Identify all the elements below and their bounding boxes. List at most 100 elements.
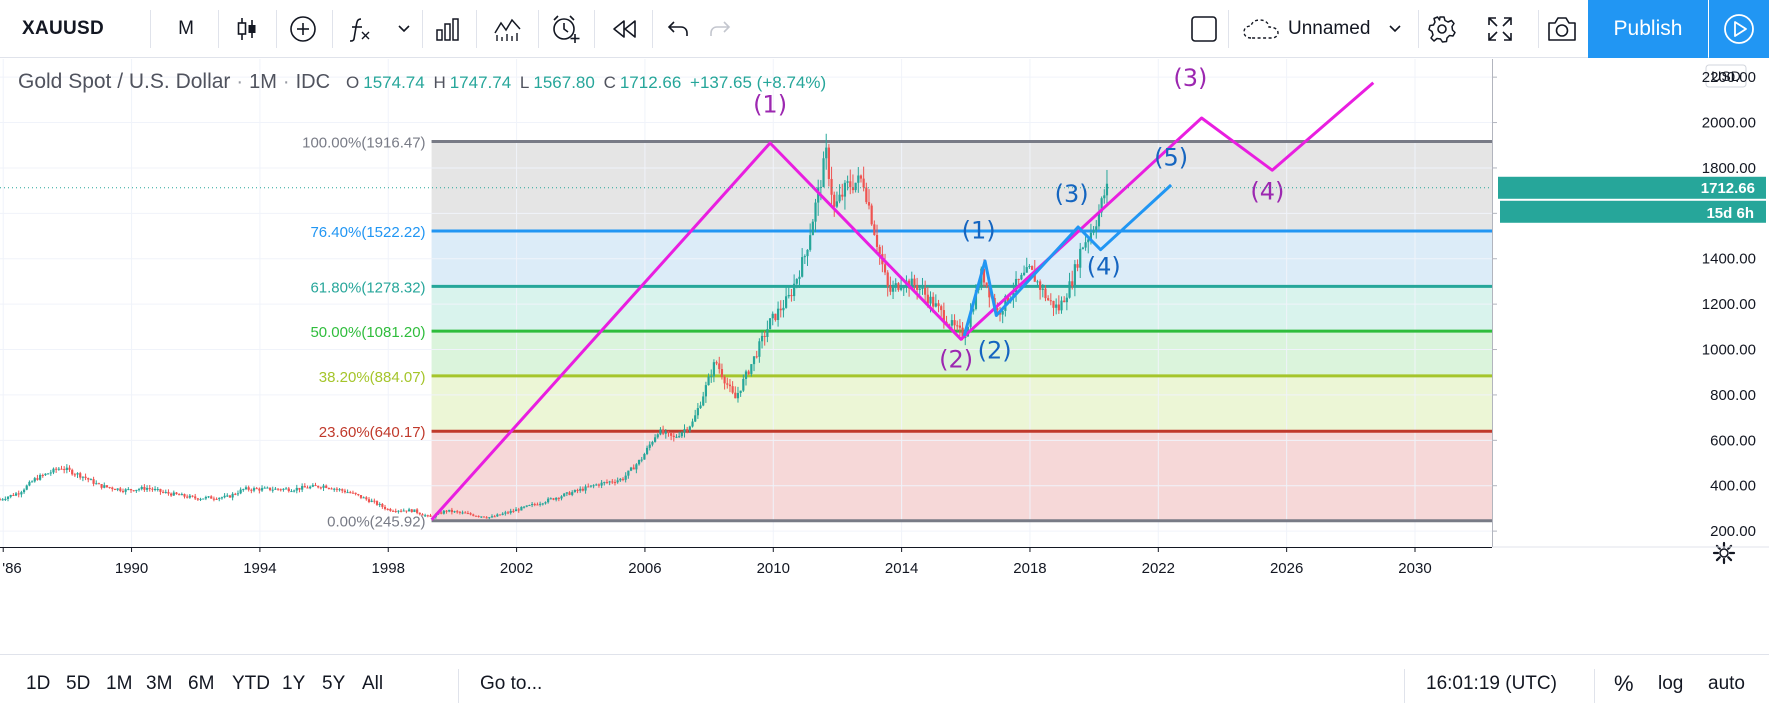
candle-body — [707, 376, 710, 386]
log-scale-toggle[interactable]: log — [1658, 673, 1684, 694]
percent-scale-toggle[interactable]: % — [1614, 671, 1634, 696]
gear-icon[interactable] — [1424, 0, 1460, 58]
candle — [924, 280, 927, 303]
candle-body — [530, 504, 534, 506]
range-button-ytd[interactable]: YTD — [232, 673, 270, 694]
candle — [330, 487, 333, 490]
candle-body — [694, 415, 697, 422]
candle-body — [399, 510, 403, 512]
range-button-1d[interactable]: 1D — [26, 673, 51, 694]
candle — [712, 359, 716, 383]
redo-icon[interactable] — [702, 0, 738, 58]
chart-area[interactable]: 100.00%(1916.47) 76.40%(1522.22) 61.80%(12… — [0, 59, 1769, 654]
candle — [720, 363, 724, 380]
candle-body — [97, 483, 101, 485]
camera-icon[interactable] — [1540, 0, 1584, 58]
range-button-5d[interactable]: 5D — [66, 673, 91, 694]
candle — [178, 493, 181, 496]
candle-body — [199, 498, 202, 500]
candle-body — [426, 515, 429, 517]
candle — [496, 513, 499, 517]
candle — [306, 485, 309, 489]
candles-icon[interactable] — [226, 0, 268, 58]
goto-date-button[interactable]: Go to... — [480, 673, 543, 694]
bar-chart-icon[interactable] — [428, 0, 468, 58]
candle — [1028, 264, 1031, 269]
candle — [0, 497, 2, 501]
candle-body — [234, 493, 237, 495]
candle — [65, 464, 68, 474]
price-chart[interactable]: 100.00%(1916.47) 76.40%(1522.22) 61.80%(12… — [0, 59, 1769, 654]
currency-label[interactable]: USD — [1711, 68, 1741, 84]
candle-body — [859, 175, 863, 179]
candle-body — [969, 311, 972, 327]
alert-clock-icon[interactable] — [546, 0, 586, 58]
candle — [57, 467, 60, 471]
candle-body — [293, 490, 296, 492]
candle-body — [678, 436, 681, 438]
elliott-waves[interactable]: (1)(2)(3)(4)(5)(1)(2)(3)(4)(5) — [430, 59, 1387, 521]
candle — [319, 486, 322, 490]
candle — [619, 477, 622, 482]
play-icon[interactable] — [1709, 0, 1769, 58]
candle-body — [640, 459, 643, 461]
square-icon[interactable] — [1186, 0, 1222, 58]
range-button-1m[interactable]: 1M — [106, 673, 133, 694]
candle — [1103, 189, 1106, 204]
candle — [867, 189, 871, 210]
range-button-all[interactable]: All — [362, 673, 384, 694]
undo-icon[interactable] — [660, 0, 696, 58]
timezone-clock[interactable]: 16:01:19 (UTC) — [1426, 673, 1557, 694]
candle-body — [111, 487, 114, 490]
candle-body — [996, 308, 999, 311]
candle-body — [84, 476, 87, 479]
candle-body — [421, 514, 424, 516]
legend-title[interactable]: Gold Spot / U.S. Dollar — [18, 70, 231, 93]
chevron-down-icon[interactable] — [392, 0, 416, 58]
candle-body — [57, 468, 60, 470]
candle — [539, 501, 542, 507]
auto-scale-toggle[interactable]: auto — [1708, 673, 1745, 694]
range-button-5y[interactable]: 5Y — [322, 673, 346, 694]
candle — [84, 473, 87, 481]
candle — [135, 489, 138, 493]
candle-body — [635, 464, 638, 470]
time-axis[interactable]: '86 1990 1994 1998 2002 2006 2010 2014 2018 2022 2… — [0, 541, 1769, 654]
candle-body — [113, 489, 117, 491]
range-button-3m[interactable]: 3M — [146, 673, 173, 694]
candle — [1014, 271, 1018, 302]
elliott-wave-magenta-label: (4) — [1250, 178, 1284, 206]
candle — [851, 174, 855, 194]
candle — [875, 224, 879, 254]
candle — [129, 488, 133, 493]
candle-body — [793, 283, 796, 297]
elliott-wave-blue-line[interactable] — [962, 183, 1173, 337]
time-tick-label: 2030 — [1398, 560, 1431, 577]
candle-body — [461, 512, 464, 514]
interval-button[interactable]: M — [178, 18, 194, 39]
legend-open: 1574.74 — [363, 73, 425, 92]
indicators-icon[interactable] — [486, 0, 530, 58]
candle-body — [33, 478, 36, 482]
replay-icon[interactable] — [604, 0, 644, 58]
candle-body — [541, 503, 544, 505]
candle-body — [536, 504, 539, 506]
candle-body — [298, 487, 301, 490]
candle-body — [514, 509, 518, 512]
candle — [73, 472, 76, 478]
plus-circle-icon[interactable] — [282, 0, 324, 58]
range-button-1y[interactable]: 1Y — [282, 673, 306, 694]
candle-body — [696, 408, 699, 416]
function-icon[interactable] — [340, 0, 380, 58]
candle — [276, 488, 280, 491]
symbol-search-button[interactable]: XAUUSD — [22, 18, 105, 39]
candle — [835, 191, 839, 209]
range-button-6m[interactable]: 6M — [188, 673, 215, 694]
candle — [399, 509, 403, 513]
layout-name-button[interactable]: Unnamed — [1238, 0, 1413, 58]
fullscreen-icon[interactable] — [1480, 0, 1520, 58]
candle — [426, 514, 429, 518]
candle-body — [985, 282, 988, 287]
publish-button[interactable]: Publish — [1588, 0, 1708, 58]
candle — [899, 278, 903, 292]
